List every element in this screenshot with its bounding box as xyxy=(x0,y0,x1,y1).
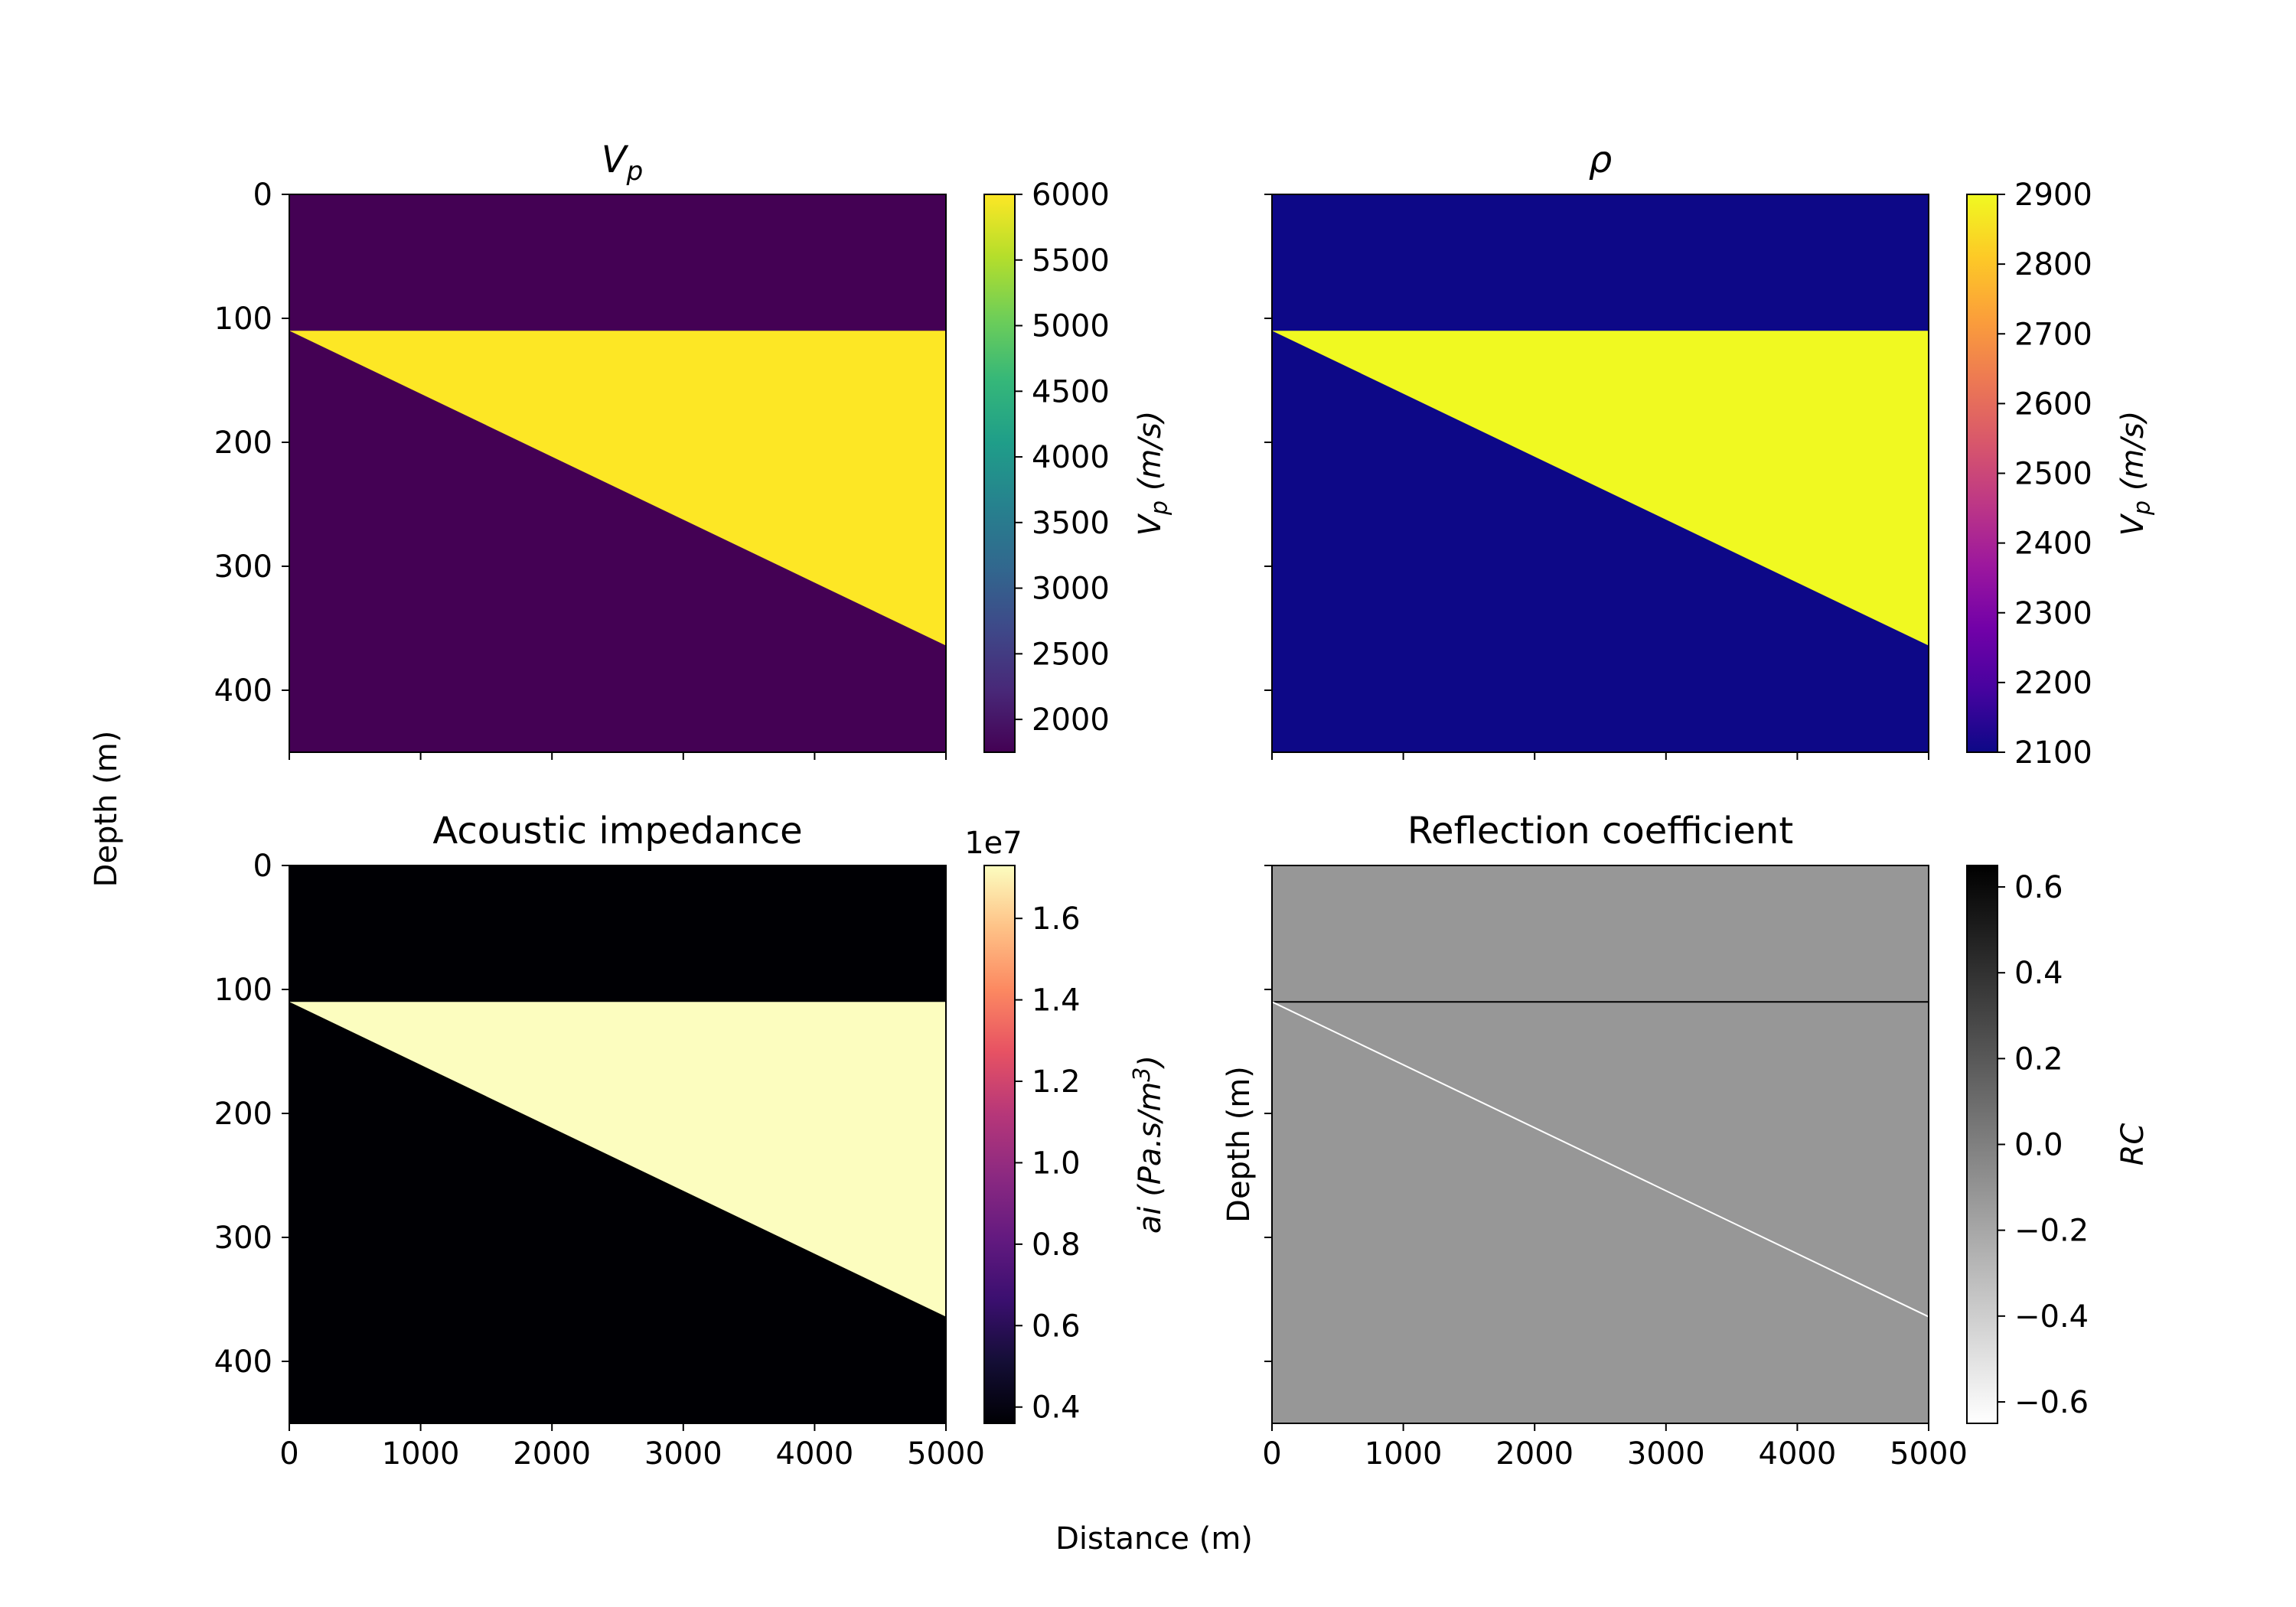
axes-frame xyxy=(1271,194,1929,753)
y-tick-label: 100 xyxy=(214,302,272,337)
colorbar-tick-label: 0.2 xyxy=(2014,1041,2063,1077)
colorbar-tick-label: 2000 xyxy=(1032,702,1110,738)
colorbar-tick-label: 4500 xyxy=(1032,374,1110,409)
colorbar-fill xyxy=(984,194,1015,752)
panel-reflection-coefficient: 0 1000 2000 3000 4000 5000 Reflection coeffici… xyxy=(1221,810,2151,1472)
colorbar-tick-label: −0.2 xyxy=(2014,1214,2089,1249)
x-tick-label: 5000 xyxy=(907,1436,985,1472)
x-tick-label: 1000 xyxy=(1365,1436,1443,1472)
figure-x-axis-label: Distance (m) xyxy=(1055,1521,1253,1556)
colorbar-fill xyxy=(1967,194,1998,752)
colorbar-tick-label: 2500 xyxy=(2014,457,2092,492)
colorbar-tick-label: 0.4 xyxy=(1032,1390,1081,1426)
colorbar-tick-label: 2400 xyxy=(2014,526,2092,562)
colorbar-tick-label: 0.6 xyxy=(1032,1309,1081,1344)
panel-vp: 0 100 200 300 400 Vp 6000 5500 5000 4500 4000 3500 3… xyxy=(214,139,1173,760)
colorbar-tick-label: 6000 xyxy=(1032,178,1110,213)
axes-frame xyxy=(289,194,947,753)
y-tick-label: 200 xyxy=(214,425,272,461)
colorbar-label: RC xyxy=(2115,1123,2151,1166)
colorbar-label: Vp (m/s) xyxy=(2115,411,2156,536)
x-tick-label: 2000 xyxy=(1495,1436,1574,1472)
colorbar-offset-text: 1e7 xyxy=(964,826,1022,861)
axes-frame xyxy=(1271,865,1929,1424)
panel-title: Reflection coefficient xyxy=(1407,810,1793,852)
panel-title: ρ xyxy=(1589,139,1612,181)
colorbar-tick-label: 1.4 xyxy=(1032,983,1081,1019)
figure-y-axis-label: Depth (m) xyxy=(89,731,124,888)
x-tick-label: 5000 xyxy=(1890,1436,1968,1472)
colorbar-fill xyxy=(1967,865,1998,1423)
colorbar-tick-label: 0.8 xyxy=(1032,1227,1081,1263)
y-tick-label: 0 xyxy=(253,849,272,884)
panel-title: Acoustic impedance xyxy=(432,810,802,852)
colorbar-tick-label: 0.0 xyxy=(2014,1128,2063,1163)
x-tick-label: 2000 xyxy=(513,1436,591,1472)
heatmap-background xyxy=(1272,865,1929,1423)
y-tick-label: 300 xyxy=(214,1221,272,1256)
colorbar-frame xyxy=(983,194,1016,753)
colorbar-frame xyxy=(983,865,1016,1424)
colorbar-fill xyxy=(984,865,1015,1423)
panel-acoustic-impedance: 0 1000 2000 3000 4000 5000 0 100 200 300 400 Acoust… xyxy=(214,810,1168,1472)
colorbar-label: ai (Pa.s/m3) xyxy=(1129,1055,1168,1234)
y-tick-label: 200 xyxy=(214,1097,272,1132)
colorbar-tick-label: 2200 xyxy=(2014,666,2092,701)
y-tick-label: 300 xyxy=(214,549,272,585)
panel-y-axis-label: Depth (m) xyxy=(1221,1066,1257,1223)
colorbar-tick-label: 2300 xyxy=(2014,596,2092,631)
x-tick-label: 4000 xyxy=(1759,1436,1837,1472)
colorbar-tick-label: 2100 xyxy=(2014,735,2092,771)
colorbar-tick-label: 3000 xyxy=(1032,572,1110,607)
colorbar-tick-label: −0.4 xyxy=(2014,1299,2089,1335)
colorbar-tick-label: 2700 xyxy=(2014,317,2092,352)
y-tick-label: 100 xyxy=(214,973,272,1008)
axes-frame xyxy=(289,865,947,1424)
y-tick-label: 400 xyxy=(214,673,272,709)
wedge-layer xyxy=(289,1002,946,1317)
colorbar-tick-label: 2600 xyxy=(2014,386,2092,422)
x-tick-label: 0 xyxy=(279,1436,298,1472)
panel-density: ρ 2900 2800 2700 2600 2500 2400 2300 2200 2100 Vp … xyxy=(1264,139,2156,771)
x-tick-label: 4000 xyxy=(776,1436,854,1472)
colorbar-tick-label: 5000 xyxy=(1032,309,1110,344)
colorbar-tick-label: 2500 xyxy=(1032,637,1110,672)
colorbar-tick-label: 2800 xyxy=(2014,247,2092,282)
wedge-layer xyxy=(289,331,946,646)
colorbar-tick-label: 1.2 xyxy=(1032,1064,1081,1100)
wedge-layer xyxy=(1272,331,1929,646)
colorbar-tick-label: 5500 xyxy=(1032,243,1110,279)
x-tick-label: 3000 xyxy=(1627,1436,1705,1472)
x-tick-label: 3000 xyxy=(644,1436,722,1472)
colorbar-tick-label: 1.0 xyxy=(1032,1146,1081,1181)
colorbar-tick-label: 4000 xyxy=(1032,440,1110,475)
colorbar-tick-label: 0.6 xyxy=(2014,870,2063,905)
colorbar-tick-label: −0.6 xyxy=(2014,1385,2089,1420)
y-tick-label: 0 xyxy=(253,178,272,213)
x-tick-label: 0 xyxy=(1262,1436,1281,1472)
colorbar-label: Vp (m/s) xyxy=(1133,411,1173,536)
x-tick-label: 1000 xyxy=(382,1436,460,1472)
base-interface-line xyxy=(1271,1001,1929,1318)
colorbar-tick-label: 0.4 xyxy=(2014,956,2063,991)
colorbar-tick-label: 1.6 xyxy=(1032,901,1081,937)
colorbar-tick-label: 3500 xyxy=(1032,506,1110,541)
y-tick-label: 400 xyxy=(214,1345,272,1380)
colorbar-tick-label: 2900 xyxy=(2014,178,2092,213)
panel-title: Vp xyxy=(602,139,643,187)
